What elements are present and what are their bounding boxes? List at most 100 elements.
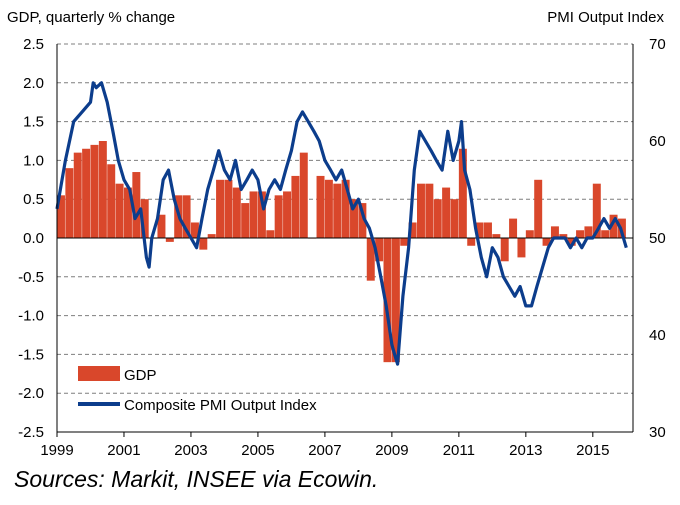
- gdp-bar: [408, 222, 417, 238]
- right-tick-label: 40: [649, 327, 666, 344]
- gdp-bar: [509, 218, 518, 238]
- x-tick-label: 1999: [40, 442, 73, 459]
- gdp-bar: [400, 238, 409, 246]
- gdp-bar: [216, 179, 225, 238]
- pmi-line: [55, 81, 628, 366]
- gdp-bar: [492, 234, 501, 238]
- gdp-bar: [65, 168, 74, 238]
- gdp-bar: [525, 230, 534, 238]
- gdp-bar: [274, 195, 283, 238]
- gdp-bar: [475, 222, 484, 238]
- gdp-bar: [291, 175, 300, 238]
- left-tick-label: 0.0: [23, 230, 44, 247]
- gdp-bar: [249, 191, 258, 238]
- gdp-bar: [358, 203, 367, 238]
- legend: GDP Composite PMI Output Index: [78, 366, 317, 414]
- gdp-bar: [266, 230, 275, 238]
- gdp-bar: [341, 179, 350, 238]
- gdp-bar: [576, 230, 585, 238]
- gdp-bar: [567, 238, 576, 246]
- gdp-bar: [333, 183, 342, 238]
- gdp-bar: [316, 175, 325, 238]
- gdp-bar: [207, 234, 216, 238]
- gdp-bar: [383, 238, 392, 363]
- plot-frame: [56, 44, 634, 433]
- left-axis-label: GDP, quarterly % change: [7, 9, 175, 26]
- gdp-bar: [57, 195, 65, 238]
- gdp-bar: [283, 191, 292, 238]
- gdp-bar: [433, 199, 442, 238]
- gdp-bar: [584, 226, 593, 238]
- left-tick-label: 2.5: [23, 36, 44, 53]
- gdp-bar: [98, 141, 107, 238]
- gdp-bar: [324, 179, 333, 238]
- right-tick-label: 70: [649, 36, 666, 53]
- gdp-bar: [517, 238, 526, 258]
- x-tick-label: 2003: [174, 442, 207, 459]
- gdp-bar: [107, 164, 116, 238]
- gdp-bars: [57, 141, 626, 363]
- x-tick-label: 2005: [241, 442, 274, 459]
- left-tick-label: -1.5: [18, 346, 44, 363]
- gdp-bar: [559, 234, 568, 238]
- gdp-bar: [592, 183, 601, 238]
- gdp-bar: [609, 214, 618, 238]
- gdp-bar: [232, 187, 241, 238]
- left-tick-label: -2.0: [18, 385, 44, 402]
- left-tick-label: 1.0: [23, 152, 44, 169]
- right-tick-label: 60: [649, 133, 666, 150]
- gdp-bar: [550, 226, 559, 238]
- x-axis-ticks: 1999 2001 2003 2005 2007 2009 2011 2013 2015: [40, 432, 610, 459]
- x-tick-label: 2011: [443, 442, 475, 459]
- x-tick-label: 2001: [107, 442, 140, 459]
- gdp-bar: [458, 148, 467, 238]
- right-tick-label: 50: [649, 230, 666, 247]
- gdp-bar: [417, 183, 425, 238]
- gdp-bar: [241, 203, 250, 238]
- right-axis-ticks: 70 60 50 40 30: [649, 36, 666, 441]
- gdp-bar: [115, 183, 124, 238]
- gdp-bar: [391, 238, 400, 363]
- left-tick-label: -1.0: [18, 308, 44, 325]
- left-tick-label: -2.5: [18, 424, 44, 441]
- gdp-bar: [90, 144, 99, 238]
- gdp-bar: [123, 187, 132, 238]
- x-tick-label: 2007: [308, 442, 341, 459]
- gdp-bar: [190, 222, 199, 238]
- gdp-bar: [157, 214, 166, 238]
- left-tick-label: 0.5: [23, 191, 44, 208]
- gdp-bar: [542, 238, 551, 246]
- gdp-bar: [366, 238, 375, 281]
- legend-gdp-swatch: [78, 366, 120, 381]
- gdp-bar: [350, 199, 358, 238]
- gdp-bar: [483, 222, 492, 238]
- x-tick-label: 2009: [375, 442, 408, 459]
- x-tick-label: 2013: [509, 442, 542, 459]
- gdp-bar: [165, 238, 174, 242]
- left-tick-label: 2.0: [23, 75, 44, 92]
- right-axis-label: PMI Output Index: [547, 9, 664, 26]
- gdp-bar: [375, 238, 384, 262]
- gdp-bar: [601, 230, 610, 238]
- gdp-bar: [199, 238, 208, 250]
- gdp-bar: [82, 148, 91, 238]
- gdp-bar: [140, 199, 149, 238]
- left-tick-label: 1.5: [23, 114, 44, 131]
- gdp-bar: [224, 179, 233, 238]
- x-tick-label: 2015: [576, 442, 609, 459]
- gdp-bar: [299, 152, 308, 238]
- gdp-bar: [257, 191, 266, 238]
- left-axis-ticks: 2.5 2.0 1.5 1.0 0.5 0.0 -0.5 -1.0 -1.5 -2.0 -2.5: [18, 36, 44, 441]
- right-tick-label: 30: [649, 424, 666, 441]
- gdp-bar: [73, 152, 82, 238]
- gdp-bar: [425, 183, 434, 238]
- legend-pmi-label: Composite PMI Output Index: [124, 397, 317, 414]
- gdp-bar: [534, 179, 543, 238]
- gdp-bar: [442, 187, 451, 238]
- gdp-bar: [132, 172, 141, 238]
- left-tick-label: -0.5: [18, 269, 44, 286]
- legend-gdp-label: GDP: [124, 367, 157, 384]
- source-note: Sources: Markit, INSEE via Ecowin.: [14, 466, 379, 492]
- gdp-bar: [182, 195, 191, 238]
- gdp-bar: [467, 238, 476, 246]
